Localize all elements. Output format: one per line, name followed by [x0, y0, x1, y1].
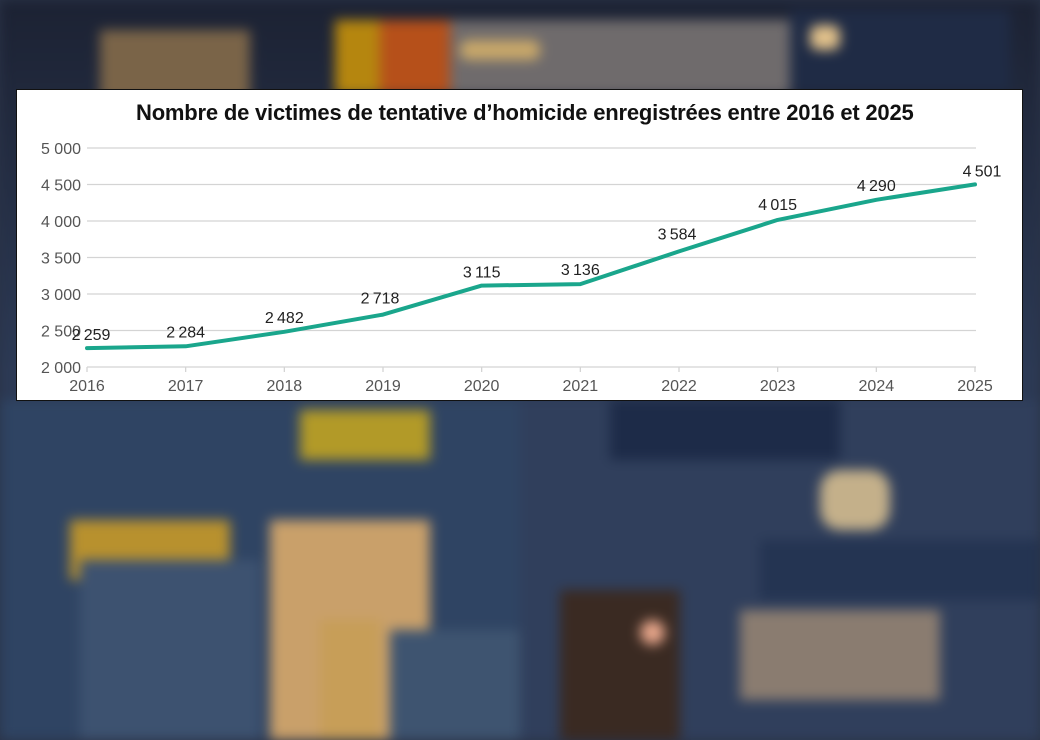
chart-title: Nombre de victimes de tentative d’homici… — [136, 100, 914, 125]
y-tick-label: 3 500 — [41, 251, 81, 268]
chart-panel: Nombre de victimes de tentative d’homici… — [16, 89, 1023, 401]
data-label: 4 501 — [963, 163, 1002, 180]
data-label: 3 115 — [463, 265, 501, 282]
line-chart: 2 000 2 500 3 000 3 500 4 000 4 500 5 000 2016 2… — [41, 141, 1002, 395]
y-tick-label: 4 500 — [41, 178, 81, 195]
data-label: 2 284 — [166, 324, 205, 341]
y-tick-label: 2 500 — [41, 324, 81, 341]
data-label: 3 136 — [561, 262, 600, 279]
data-label: 4 015 — [758, 197, 797, 214]
data-label: 2 259 — [72, 327, 111, 344]
y-tick-label: 2 000 — [41, 360, 81, 377]
data-label: 2 718 — [361, 291, 400, 308]
x-tick-label: 2024 — [859, 378, 895, 395]
x-tick-label: 2018 — [267, 378, 303, 395]
x-tick-label: 2016 — [69, 378, 105, 395]
data-label: 3 584 — [658, 226, 697, 243]
y-tick-label: 4 000 — [41, 214, 81, 231]
x-tick-label: 2020 — [464, 378, 500, 395]
data-label: 4 290 — [857, 178, 896, 195]
x-tick-label: 2022 — [661, 378, 697, 395]
y-tick-label: 5 000 — [41, 141, 81, 158]
data-line — [85, 182, 977, 351]
x-tick-label: 2017 — [168, 378, 204, 395]
y-tick-label: 3 000 — [41, 287, 81, 304]
x-tick-label: 2019 — [365, 378, 401, 395]
x-tick-label: 2025 — [957, 378, 993, 395]
x-tick-label: 2021 — [563, 378, 599, 395]
data-label: 2 482 — [265, 310, 304, 327]
x-tick-label: 2023 — [760, 378, 796, 395]
